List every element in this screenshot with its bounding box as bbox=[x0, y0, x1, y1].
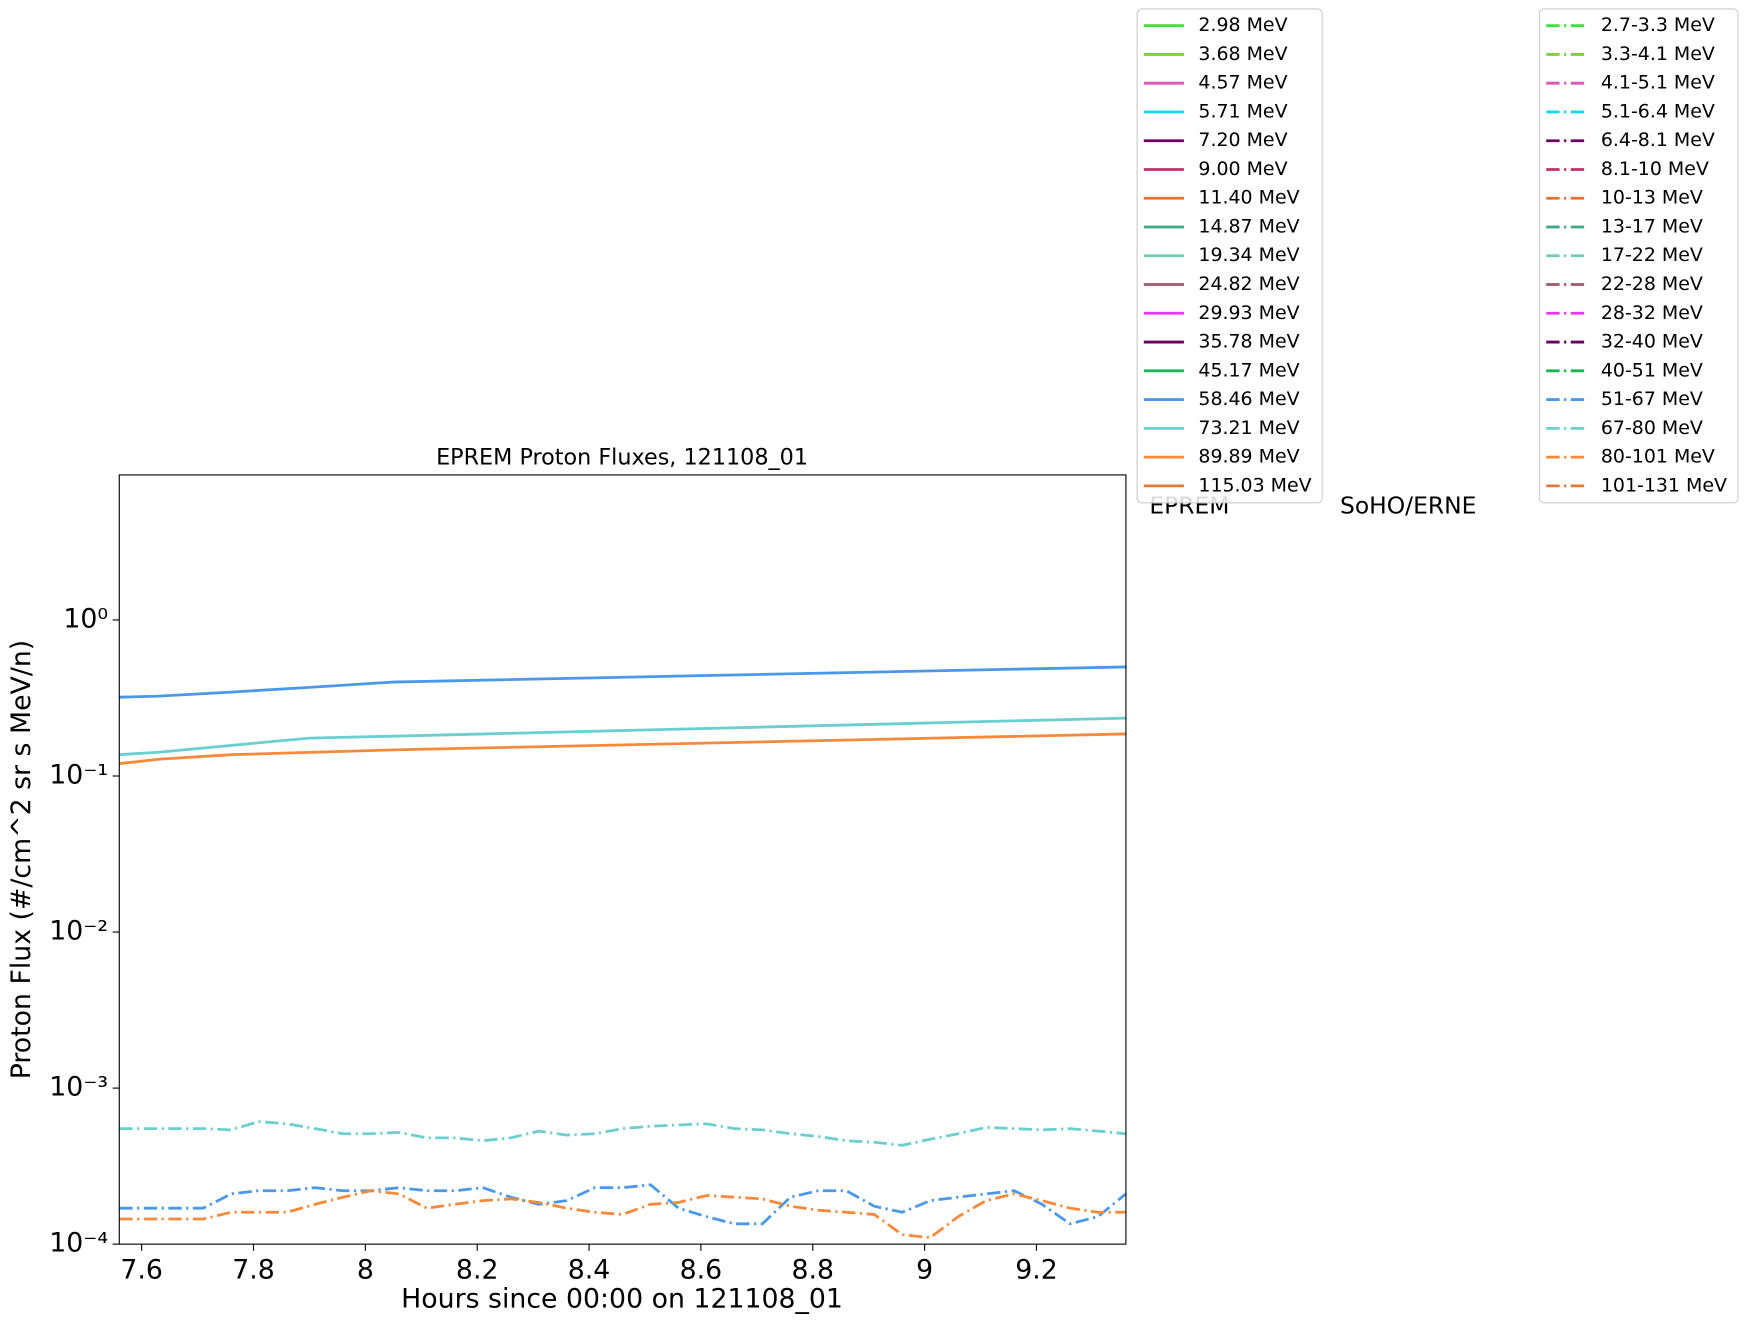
legend-label: 29.93 MeV bbox=[1198, 302, 1299, 324]
plot-lines bbox=[119, 665, 1126, 1240]
legend-label: 4.57 MeV bbox=[1198, 72, 1287, 94]
series-line bbox=[119, 1189, 1126, 1240]
legend-label: 17-22 MeV bbox=[1601, 244, 1703, 266]
legend-title: SoHO/ERNE bbox=[1340, 492, 1476, 520]
legend-label: 101-131 MeV bbox=[1601, 474, 1727, 496]
legend-label: 32-40 MeV bbox=[1601, 331, 1703, 353]
legend-label: 24.82 MeV bbox=[1198, 273, 1299, 295]
legend-label: 7.20 MeV bbox=[1198, 129, 1287, 151]
legend-label: 19.34 MeV bbox=[1198, 244, 1299, 266]
legend-label: 115.03 MeV bbox=[1198, 474, 1311, 496]
series-line bbox=[119, 665, 1126, 699]
legend-label: 40-51 MeV bbox=[1601, 359, 1703, 381]
legend-label: 3.68 MeV bbox=[1198, 43, 1287, 65]
chart-title: EPREM Proton Fluxes, 121108_01 bbox=[436, 445, 808, 471]
legend-label: 45.17 MeV bbox=[1198, 359, 1299, 381]
plot-frame bbox=[118, 474, 1127, 1245]
legend-label: 8.1-10 MeV bbox=[1601, 158, 1709, 180]
x-tick-label: 9.2 bbox=[1015, 1254, 1058, 1285]
legend-label: 2.7-3.3 MeV bbox=[1601, 14, 1715, 36]
x-tick-label: 9 bbox=[916, 1254, 933, 1285]
legend-label: 28-32 MeV bbox=[1601, 302, 1703, 324]
x-tick-label: 8 bbox=[357, 1254, 374, 1285]
x-tick-label: 8.6 bbox=[680, 1254, 723, 1285]
x-axis-label: Hours since 00:00 on 121108_01 bbox=[401, 1283, 843, 1314]
series-line bbox=[119, 716, 1126, 757]
legend-box bbox=[1136, 8, 1323, 504]
legend-label: 73.21 MeV bbox=[1198, 417, 1299, 439]
legend-label: 9.00 MeV bbox=[1198, 158, 1287, 180]
legend-label: 4.1-5.1 MeV bbox=[1601, 72, 1715, 94]
series-line bbox=[119, 1183, 1126, 1226]
y-tick-label: 10⁻³ bbox=[49, 1072, 108, 1103]
y-tick-label: 10⁻² bbox=[49, 916, 108, 947]
y-tick-label: 10⁻¹ bbox=[49, 760, 108, 791]
legend-label: 67-80 MeV bbox=[1601, 417, 1703, 439]
legend-box bbox=[1538, 8, 1739, 504]
legend-label: 22-28 MeV bbox=[1601, 273, 1703, 295]
y-tick-label: 10⁻⁴ bbox=[49, 1228, 108, 1259]
legend-label: 2.98 MeV bbox=[1198, 14, 1287, 36]
legend-label: 6.4-8.1 MeV bbox=[1601, 129, 1715, 151]
legend-label: 11.40 MeV bbox=[1198, 187, 1299, 209]
legend-label: 35.78 MeV bbox=[1198, 331, 1299, 353]
x-tick-label: 8.8 bbox=[791, 1254, 834, 1285]
legend-label: 5.1-6.4 MeV bbox=[1601, 100, 1715, 122]
series-line bbox=[119, 732, 1126, 766]
legend-label: 51-67 MeV bbox=[1601, 388, 1703, 410]
legend-label: 13-17 MeV bbox=[1601, 216, 1703, 238]
x-tick-label: 7.8 bbox=[232, 1254, 275, 1285]
legend-label: 89.89 MeV bbox=[1198, 446, 1299, 468]
x-tick-label: 8.2 bbox=[456, 1254, 499, 1285]
y-axis-label: Proton Flux (#/cm^2 sr s MeV/n) bbox=[6, 640, 37, 1080]
legend-label: 10-13 MeV bbox=[1601, 187, 1703, 209]
series-line bbox=[119, 1120, 1126, 1147]
x-tick-label: 8.4 bbox=[568, 1254, 611, 1285]
legend-label: 3.3-4.1 MeV bbox=[1601, 43, 1715, 65]
legend-label: 5.71 MeV bbox=[1198, 100, 1287, 122]
x-tick-label: 7.6 bbox=[120, 1254, 163, 1285]
y-tick-label: 10⁰ bbox=[63, 603, 108, 634]
legend-label: 58.46 MeV bbox=[1198, 388, 1299, 410]
legend-label: 80-101 MeV bbox=[1601, 446, 1715, 468]
legend-label: 14.87 MeV bbox=[1198, 216, 1299, 238]
